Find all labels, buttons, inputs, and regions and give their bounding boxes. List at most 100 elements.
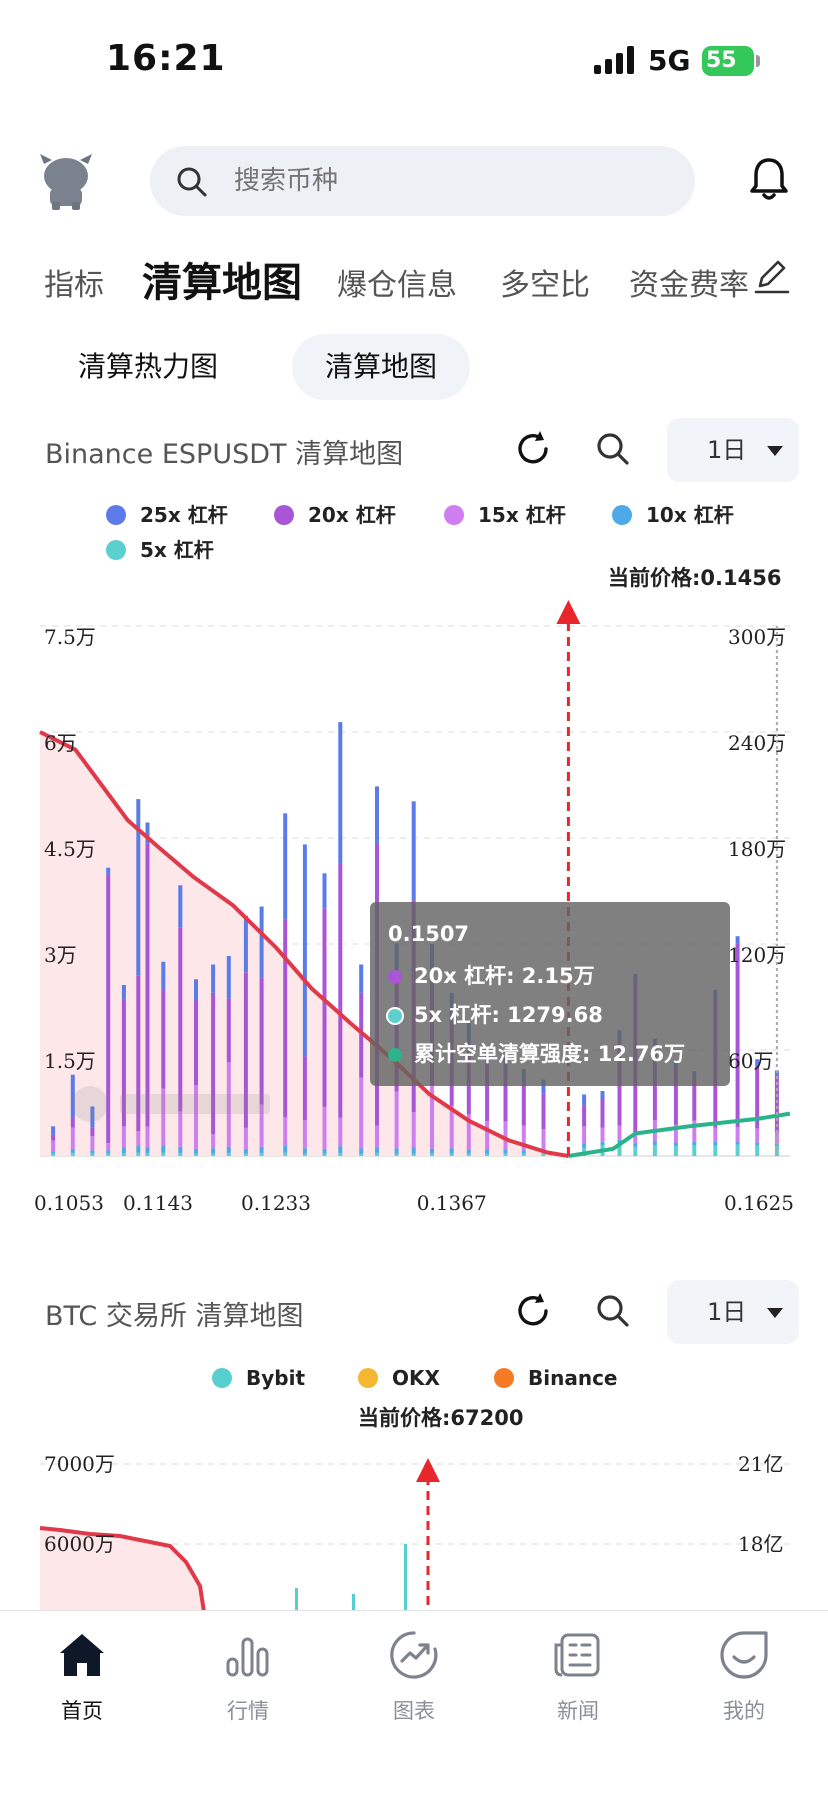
edit-icon[interactable] [752, 256, 792, 296]
avatar[interactable] [38, 150, 94, 210]
tab-funding-rate[interactable]: 资金费率 [629, 268, 749, 303]
bar-segment [430, 1085, 434, 1149]
legend-item[interactable]: 5x 杠杆 [106, 534, 214, 564]
tooltip-text: 累计空单清算强度: 12.76万 [414, 1042, 686, 1066]
bar-segment [194, 1148, 198, 1154]
bar-segment [121, 999, 126, 1127]
nav-label: 我的 [723, 1699, 765, 1723]
watermark-logo [72, 1086, 270, 1122]
bar-segment [145, 1153, 150, 1156]
trend-chart-icon [390, 1631, 438, 1679]
legend-item[interactable]: Bybit [212, 1366, 305, 1396]
legend-dot [274, 504, 294, 525]
search-icon[interactable] [590, 1288, 636, 1334]
tab-liquidation-info[interactable]: 爆仓信息 [337, 268, 457, 303]
nav-market[interactable]: 行情 [188, 1629, 308, 1739]
bar-segment [755, 1059, 760, 1065]
search-bar[interactable] [150, 146, 695, 216]
news-icon [554, 1633, 600, 1677]
cumulative-long-line [39, 730, 569, 1158]
bar-segment [617, 1139, 622, 1144]
bar-segment [90, 1106, 95, 1128]
bar-segment [161, 1152, 166, 1156]
bar-segment [194, 1085, 198, 1149]
current-price-marker [556, 600, 581, 624]
legend-label: 10x 杠杆 [646, 503, 734, 527]
search-input[interactable] [234, 146, 654, 216]
bar-segment [194, 1153, 198, 1156]
bar-segment [322, 1148, 327, 1154]
search-icon[interactable] [590, 426, 636, 472]
tab-liquidation-map[interactable]: 清算地图 [142, 260, 302, 306]
bar-segment [211, 1134, 216, 1149]
bar-segment [243, 1148, 248, 1154]
bar-segment [51, 1140, 56, 1152]
bar-segment [106, 867, 111, 875]
legend-dot [612, 504, 632, 525]
legend-dot [494, 1367, 514, 1388]
tooltip-text: 20x 杠杆: 2.15万 [414, 964, 595, 988]
subtab-liquidation-map[interactable]: 清算地图 [292, 334, 470, 400]
bar-segment [259, 906, 264, 978]
bar-segment [161, 989, 166, 1089]
tab-long-short-ratio[interactable]: 多空比 [500, 268, 590, 303]
bar-segment [322, 908, 327, 1107]
refresh-icon[interactable] [510, 426, 556, 472]
bar-segment [51, 1126, 56, 1135]
chart1-period-select[interactable]: 1日 [667, 418, 799, 482]
bar-segment [735, 1144, 740, 1156]
bar-segment [541, 1153, 546, 1156]
bar-segment [713, 1127, 718, 1142]
legend-item[interactable]: 20x 杠杆 [274, 499, 396, 529]
y-left-tick: 7000万 [44, 1452, 115, 1476]
profile-icon [720, 1631, 768, 1679]
bar-segment [521, 1083, 526, 1126]
bottom-nav: 首页 行情 图表 新闻 我的 [0, 1610, 828, 1796]
y-left-tick: 1.5万 [44, 1049, 96, 1073]
legend-item[interactable]: 15x 杠杆 [444, 499, 566, 529]
bar-segment [485, 1153, 490, 1156]
bar-segment [322, 1153, 327, 1156]
bar-segment [106, 1143, 111, 1151]
legend-item[interactable]: Binance [494, 1366, 618, 1396]
bar-segment [485, 1121, 490, 1150]
bar-segment [521, 1153, 526, 1156]
bar-segment [121, 985, 126, 1000]
bar-segment [302, 844, 307, 1057]
nav-home[interactable]: 首页 [22, 1629, 142, 1739]
bar-segment [735, 943, 740, 1127]
bar-segment [302, 1120, 307, 1149]
bar-segment [582, 1126, 587, 1144]
bar-segment [521, 1150, 526, 1154]
bar-segment [226, 1153, 231, 1156]
nav-news[interactable]: 新闻 [518, 1629, 638, 1739]
long-liquidation-area [40, 732, 569, 1156]
nav-charts[interactable]: 图表 [354, 1629, 474, 1739]
legend-item[interactable]: 10x 杠杆 [612, 499, 734, 529]
subtab-heatmap[interactable]: 清算热力图 [77, 350, 218, 383]
bar-segment [411, 1153, 416, 1156]
bar-segment [283, 1117, 288, 1146]
bar-segment [466, 1149, 471, 1154]
legend-item[interactable]: OKX [358, 1366, 440, 1396]
bar-segment [259, 1104, 264, 1147]
bar-segment [136, 1131, 141, 1146]
bar-segment [375, 1153, 379, 1156]
bar-segment [633, 1143, 638, 1147]
bar-segment [70, 1117, 75, 1128]
btc-liquidation-chart[interactable]: 7000万 6000万 21亿 18亿 [0, 1436, 828, 1612]
refresh-icon[interactable] [510, 1288, 556, 1334]
chevron-down-icon [767, 1308, 783, 1318]
tooltip-dot [388, 1048, 402, 1062]
legend-item[interactable]: 25x 杠杆 [106, 499, 228, 529]
bar-segment [411, 1147, 416, 1154]
tab-indicators[interactable]: 指标 [44, 268, 104, 303]
bar-segment [600, 1099, 605, 1128]
bar-segment [466, 1114, 471, 1150]
tooltip-dot [388, 970, 402, 984]
legend-label: 15x 杠杆 [478, 503, 566, 527]
chart2-period-select[interactable]: 1日 [667, 1280, 799, 1344]
bell-icon[interactable] [748, 156, 790, 202]
bar-segment [51, 1151, 56, 1154]
nav-profile[interactable]: 我的 [684, 1629, 804, 1739]
